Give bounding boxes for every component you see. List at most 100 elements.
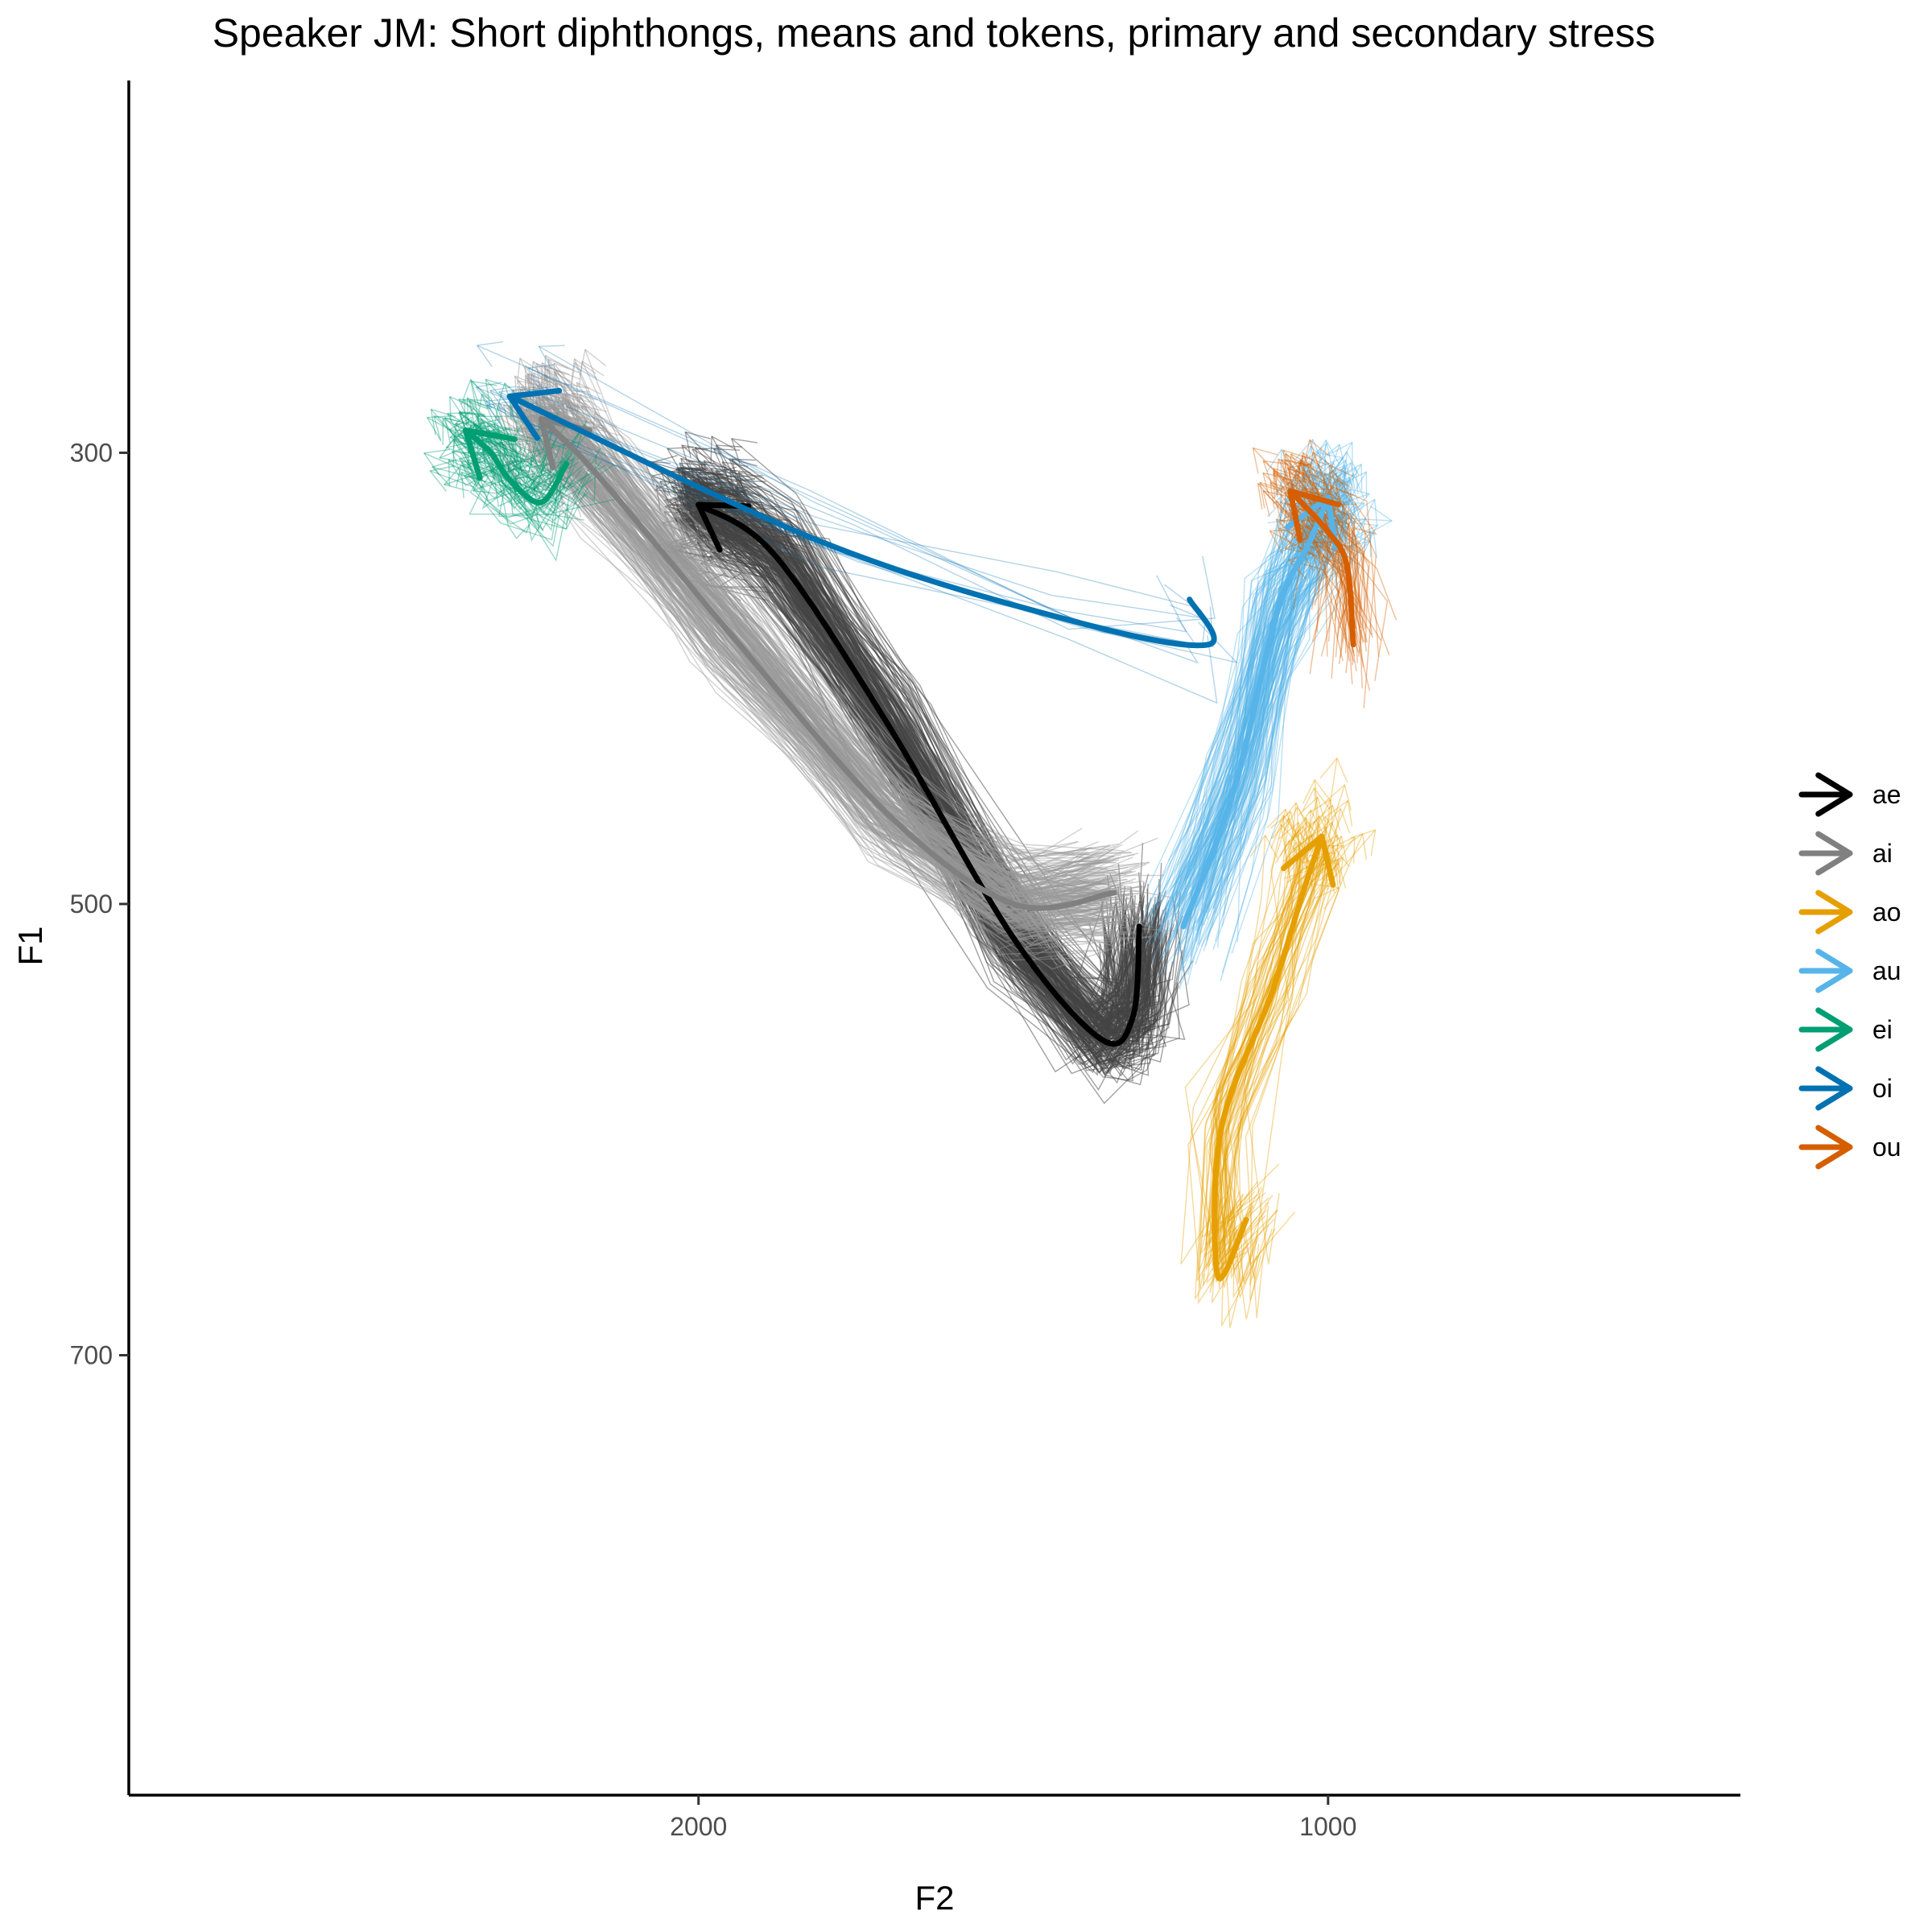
y-tick-label: 500 (70, 890, 113, 919)
token-arrowhead-au (1351, 522, 1378, 548)
token-line-ei (481, 457, 540, 531)
token-arrowhead-ae (700, 572, 725, 601)
token-arrowhead-au (1311, 440, 1340, 464)
mean-arrowhead-oi (506, 387, 563, 441)
token-arrowhead-au (1274, 473, 1302, 499)
token-line-au (1174, 493, 1336, 939)
token-arrowhead-ai (565, 416, 590, 444)
token-line-ai (506, 460, 1109, 923)
token-arrowhead-ai (514, 438, 542, 464)
token-arrowhead-ai (563, 382, 590, 409)
token-line-ai (580, 425, 1123, 906)
token-arrowhead-ae (670, 540, 696, 568)
token-line-ai (538, 396, 1127, 875)
token-arrowhead-ae (710, 436, 735, 463)
token-line-ai (565, 445, 1137, 946)
token-arrowhead-ai (570, 358, 597, 386)
token-line-au (1159, 524, 1311, 904)
token-arrowhead-ou (1286, 463, 1314, 489)
token-arrowhead-ai (525, 396, 550, 424)
token-line-ai (564, 441, 1104, 894)
token-line-au (1165, 525, 1378, 910)
token-line-au (1163, 481, 1343, 911)
token-arrowhead-ai (576, 382, 601, 409)
token-line-ai (515, 419, 1117, 916)
token-line-ai (554, 371, 1099, 897)
token-line-ai (547, 429, 1106, 927)
token-arrowhead-ou (1323, 478, 1351, 502)
x-tick-label: 1000 (1299, 1812, 1356, 1841)
token-line-ai (549, 456, 1117, 890)
token-arrowhead-au (1344, 487, 1370, 514)
token-arrowhead-au (1319, 520, 1345, 547)
token-line-ao (1196, 827, 1327, 1282)
token-arrowhead-ai (516, 415, 543, 440)
token-arrowhead-ei (478, 436, 506, 463)
token-arrowhead-ae (678, 542, 704, 570)
token-arrowhead-au (1308, 477, 1334, 505)
token-line-ao (1216, 811, 1291, 1269)
token-arrowhead-ai (524, 365, 550, 393)
token-line-au (1165, 541, 1331, 932)
token-arrowhead-ai (576, 394, 602, 421)
token-arrowhead-ao (1249, 835, 1278, 859)
token-line-ou (1331, 470, 1382, 642)
token-arrowhead-ei (467, 460, 494, 486)
token-line-ei (504, 382, 560, 512)
token-line-ao (1226, 852, 1304, 1288)
token-arrowhead-ai (562, 398, 587, 426)
legend-label: ae (1872, 780, 1901, 809)
token-arrowhead-ai (577, 416, 602, 444)
token-line-ai (507, 407, 1141, 901)
token-arrowhead-ei (430, 408, 456, 436)
token-arrowhead-ou (1296, 460, 1323, 487)
token-line-au (1162, 469, 1323, 926)
token-arrowhead-ou (1323, 472, 1348, 500)
token-line-ao (1221, 822, 1332, 1265)
token-line-ei (458, 412, 586, 508)
token-line-ao (1220, 887, 1340, 1275)
token-line-ai (514, 375, 1110, 946)
token-line-ao (1180, 826, 1304, 1265)
token-arrowhead-ae (664, 496, 690, 524)
token-arrowhead-au (1327, 514, 1355, 539)
token-line-ao (1249, 836, 1356, 1286)
token-arrowhead-oi (485, 398, 512, 424)
token-line-ae (729, 471, 1183, 1032)
token-line-au (1185, 521, 1324, 958)
legend-label: ei (1872, 1015, 1893, 1044)
token-arrowhead-ae (731, 438, 758, 464)
token-line-ai (498, 442, 1096, 888)
token-line-ai (544, 427, 1120, 906)
token-line-ai (568, 399, 1133, 923)
token-line-ai (521, 436, 1094, 888)
token-arrowhead-au (1304, 555, 1331, 581)
token-arrowhead-ai (561, 399, 588, 427)
token-arrowhead-ai (563, 444, 590, 470)
token-line-ao (1224, 837, 1321, 1280)
token-line-au (1186, 518, 1366, 930)
token-arrowhead-au (1333, 467, 1359, 495)
token-line-ao (1194, 818, 1307, 1299)
token-line-ai (534, 443, 1132, 892)
token-line-ai (547, 431, 1111, 923)
token-line-au (1203, 442, 1353, 883)
token-line-ai (503, 404, 1119, 883)
legend-item-ao: ao (1798, 890, 1901, 935)
mean-arrowhead-ou (1287, 488, 1342, 543)
token-arrowhead-au (1317, 452, 1344, 479)
token-arrowhead-ai (532, 372, 557, 399)
token-line-ao (1210, 835, 1312, 1290)
mean-ou (1287, 488, 1356, 648)
token-arrowhead-ei (467, 441, 492, 469)
token-line-ai (565, 416, 1120, 924)
token-line-ai (536, 450, 1090, 898)
token-arrowhead-ai (533, 443, 561, 468)
token-arrowhead-ou (1324, 470, 1352, 497)
token-line-au (1201, 510, 1347, 947)
token-arrowhead-au (1313, 535, 1338, 562)
token-line-au (1171, 494, 1345, 906)
token-arrowhead-ei (472, 469, 500, 494)
token-line-ei (464, 422, 592, 496)
legend-item-ae: ae (1798, 772, 1901, 817)
